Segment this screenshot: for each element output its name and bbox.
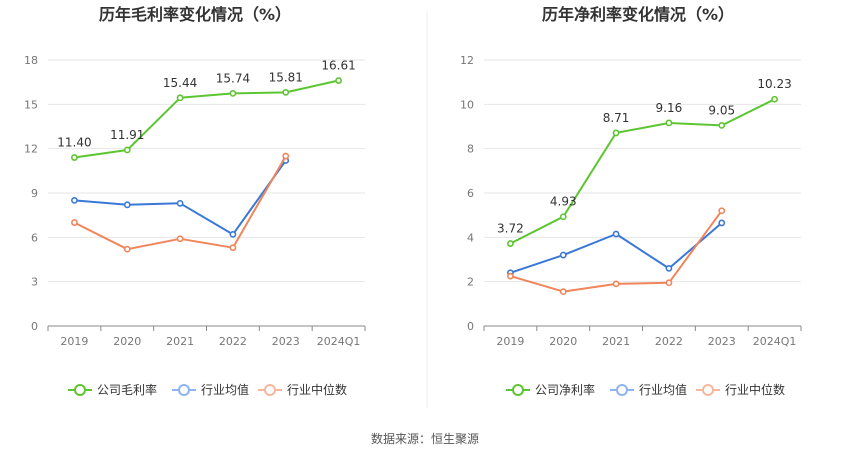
data-point	[559, 213, 567, 221]
data-point	[123, 146, 131, 154]
y-tick-label: 8	[467, 143, 474, 156]
data-point	[559, 251, 567, 259]
legend-swatch-marker[interactable]	[616, 384, 628, 396]
legend-item-label[interactable]: 行业中位数	[725, 382, 785, 397]
chart-title: 历年毛利率变化情况（%）	[99, 5, 291, 24]
x-tick-label: 2023	[708, 335, 736, 348]
data-label: 11.91	[110, 128, 144, 142]
data-point	[229, 230, 237, 238]
y-tick-label: 12	[24, 143, 38, 156]
data-point	[559, 288, 567, 296]
x-tick-label: 2024Q1	[753, 335, 797, 348]
legend-item-label[interactable]: 公司净利率	[535, 382, 595, 397]
data-label: 3.72	[497, 222, 524, 236]
y-tick-label: 15	[24, 98, 38, 111]
data-point	[123, 245, 131, 253]
series-line	[74, 159, 287, 236]
data-point	[507, 240, 514, 247]
data-point	[718, 219, 726, 227]
x-tick-label: 2020	[549, 335, 577, 348]
series-line	[509, 98, 776, 245]
y-tick-label: 2	[467, 276, 474, 289]
legend-swatch-marker[interactable]	[512, 384, 524, 396]
y-tick-label: 9	[31, 187, 38, 200]
data-label: 16.61	[321, 59, 355, 73]
data-point	[71, 154, 78, 161]
data-point	[71, 219, 78, 226]
legend-swatch-marker[interactable]	[264, 384, 276, 396]
data-point	[71, 196, 78, 204]
data-label: 11.40	[57, 136, 91, 150]
x-tick-label: 2019	[496, 335, 524, 348]
data-point	[665, 119, 673, 127]
legend-swatch-marker[interactable]	[702, 384, 714, 396]
data-point	[771, 95, 778, 103]
data-point	[176, 94, 184, 102]
y-tick-label: 3	[31, 276, 38, 289]
legend-item-label[interactable]: 行业均值	[201, 382, 249, 397]
data-point	[229, 89, 237, 97]
y-tick-label: 18	[24, 54, 38, 67]
data-point	[612, 280, 620, 288]
x-tick-label: 2023	[272, 335, 300, 348]
data-point	[176, 235, 184, 243]
legend-swatch-marker[interactable]	[178, 384, 190, 396]
data-point	[507, 272, 514, 280]
series-line	[74, 79, 339, 159]
x-tick-label: 2021	[602, 335, 630, 348]
x-tick-label: 2022	[219, 335, 247, 348]
data-point	[229, 244, 237, 252]
data-point	[665, 264, 673, 272]
data-label: 15.74	[216, 71, 250, 85]
x-tick-label: 2021	[166, 335, 194, 348]
legend-item-label[interactable]: 行业均值	[639, 382, 687, 397]
y-tick-label: 6	[31, 231, 38, 244]
chart-title: 历年净利率变化情况（%）	[542, 5, 734, 24]
data-label: 8.71	[603, 111, 630, 125]
data-label: 9.05	[708, 103, 735, 117]
data-point	[123, 201, 131, 209]
y-tick-label: 0	[467, 320, 474, 333]
data-label: 4.93	[550, 195, 577, 209]
y-tick-label: 0	[31, 320, 38, 333]
data-label: 9.16	[656, 101, 683, 115]
data-label: 10.23	[757, 77, 791, 91]
data-point	[335, 77, 342, 84]
y-tick-label: 6	[467, 187, 474, 200]
data-point	[282, 152, 290, 160]
x-tick-label: 2019	[60, 335, 88, 348]
source-label: 数据来源：恒生聚源	[371, 431, 479, 446]
data-point	[718, 207, 726, 215]
x-tick-label: 2022	[655, 335, 683, 348]
data-label: 15.81	[269, 70, 303, 84]
x-tick-label: 2020	[113, 335, 141, 348]
y-tick-label: 10	[460, 98, 474, 111]
data-point	[282, 88, 290, 96]
data-point	[718, 121, 726, 129]
legend-item-label[interactable]: 行业中位数	[287, 382, 347, 397]
data-label: 15.44	[163, 76, 197, 90]
data-point	[612, 129, 620, 137]
y-tick-label: 12	[460, 54, 474, 67]
legend-swatch-marker[interactable]	[74, 384, 86, 396]
series-line	[510, 222, 723, 274]
x-tick-label: 2024Q1	[317, 335, 361, 348]
data-point	[665, 279, 673, 287]
legend-item-label[interactable]: 公司毛利率	[97, 382, 157, 397]
y-tick-label: 4	[467, 231, 474, 244]
data-point	[612, 230, 620, 238]
data-point	[176, 199, 184, 207]
